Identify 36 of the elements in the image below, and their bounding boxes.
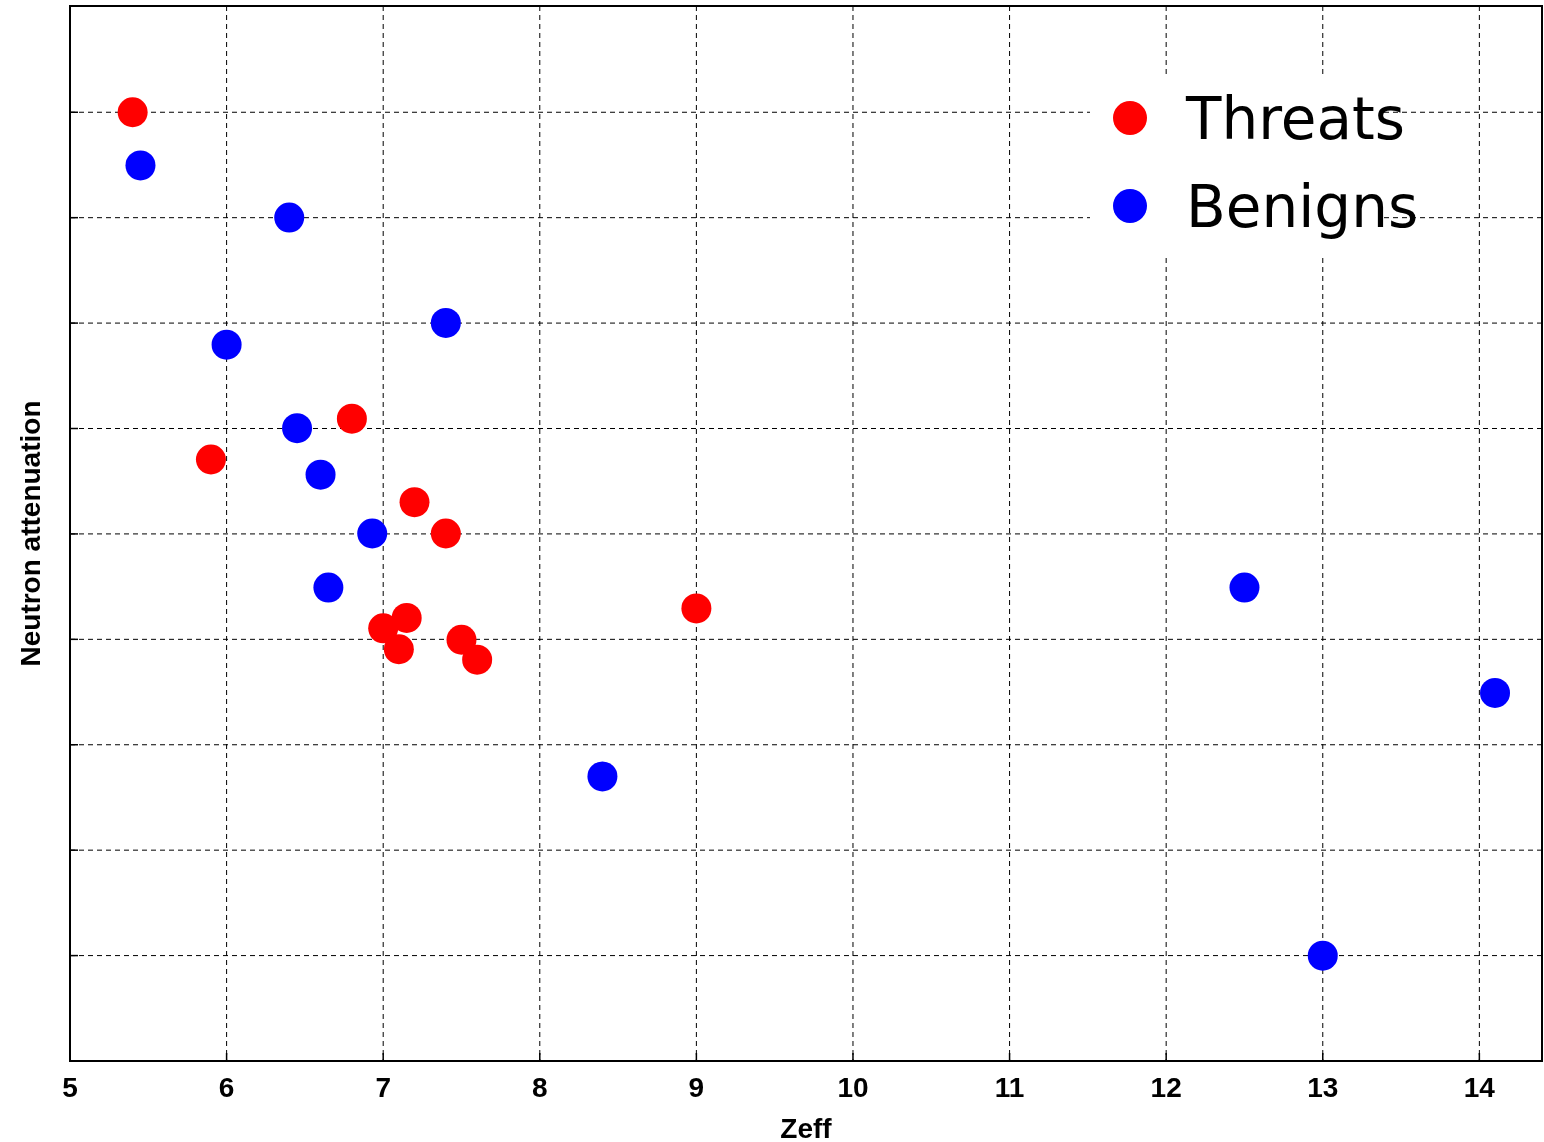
point <box>336 403 367 434</box>
point <box>305 459 336 490</box>
point <box>282 413 313 444</box>
point <box>399 487 430 518</box>
y-axis-title: Neutron attenuation <box>15 400 46 667</box>
x-tick-label: 10 <box>837 1072 869 1103</box>
point <box>391 602 422 633</box>
point <box>1229 572 1260 603</box>
x-tick-label: 8 <box>532 1072 548 1103</box>
point <box>274 202 305 233</box>
point <box>117 97 148 128</box>
point <box>430 307 461 338</box>
point <box>587 761 618 792</box>
x-tick-label: 7 <box>375 1072 391 1103</box>
x-tick-label: 12 <box>1150 1072 1182 1103</box>
point <box>195 444 226 475</box>
point <box>211 329 242 360</box>
point <box>357 518 388 549</box>
point <box>430 518 461 549</box>
point <box>681 593 712 624</box>
x-tick-label: 14 <box>1463 1072 1496 1103</box>
point <box>383 634 414 665</box>
point <box>313 572 344 603</box>
point <box>462 644 493 675</box>
x-tick-label: 5 <box>62 1072 78 1103</box>
x-tick-label: 11 <box>994 1072 1025 1103</box>
legend-label: Benigns <box>1186 173 1419 241</box>
point <box>125 150 156 181</box>
legend-label: Threats <box>1185 85 1405 153</box>
point <box>446 624 477 655</box>
x-axis-title: Zeff <box>780 1113 833 1142</box>
x-tick-label: 9 <box>688 1072 705 1103</box>
point <box>1480 677 1511 708</box>
x-tick-label: 13 <box>1307 1072 1339 1103</box>
point <box>1307 940 1338 971</box>
x-tick-label: 6 <box>218 1072 235 1103</box>
